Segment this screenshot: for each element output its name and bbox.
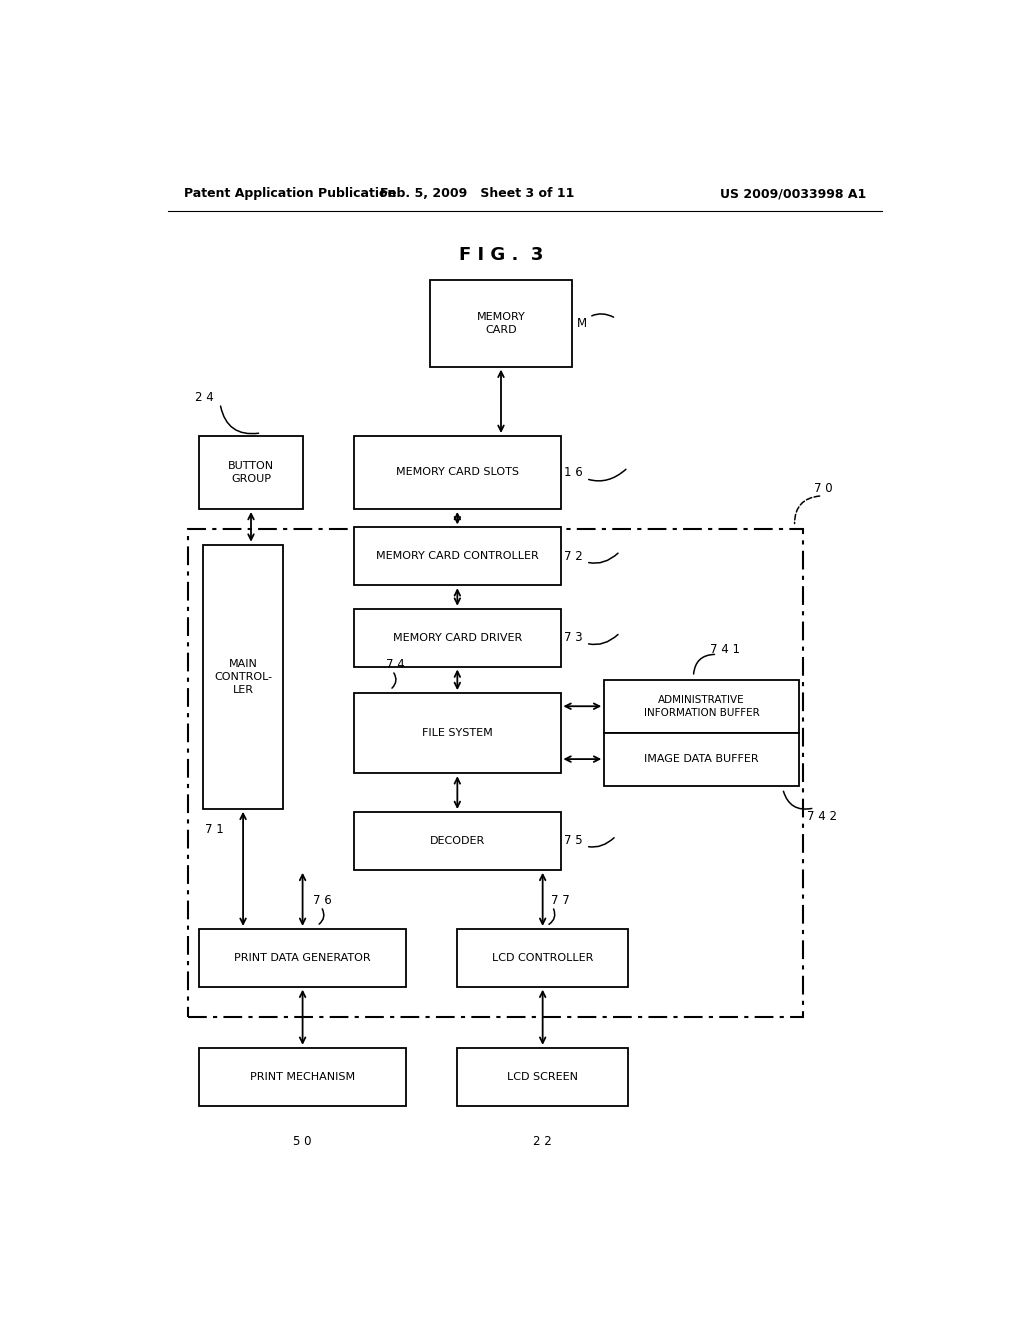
Text: 7 0: 7 0 xyxy=(814,482,834,495)
Text: 2 4: 2 4 xyxy=(196,391,214,404)
Text: ADMINISTRATIVE
INFORMATION BUFFER: ADMINISTRATIVE INFORMATION BUFFER xyxy=(643,694,759,718)
Bar xyxy=(200,929,406,987)
Text: MEMORY CARD CONTROLLER: MEMORY CARD CONTROLLER xyxy=(376,552,539,561)
Bar xyxy=(200,436,303,510)
Text: DECODER: DECODER xyxy=(430,836,485,846)
Text: BUTTON
GROUP: BUTTON GROUP xyxy=(228,461,274,484)
Text: 7 1: 7 1 xyxy=(205,822,223,836)
Text: LCD SCREEN: LCD SCREEN xyxy=(507,1072,579,1081)
Bar xyxy=(200,1048,406,1106)
Text: 7 4: 7 4 xyxy=(386,659,404,671)
Bar xyxy=(354,693,560,774)
Text: 1 6: 1 6 xyxy=(564,466,626,480)
Bar xyxy=(204,545,283,809)
Text: 7 4 2: 7 4 2 xyxy=(807,809,837,822)
Bar xyxy=(604,680,799,733)
Bar xyxy=(354,528,560,585)
Text: Feb. 5, 2009   Sheet 3 of 11: Feb. 5, 2009 Sheet 3 of 11 xyxy=(380,187,574,201)
Text: PRINT MECHANISM: PRINT MECHANISM xyxy=(250,1072,355,1081)
Text: FILE SYSTEM: FILE SYSTEM xyxy=(422,729,493,738)
Bar xyxy=(458,929,628,987)
Text: 7 7: 7 7 xyxy=(551,894,570,907)
Text: LCD CONTROLLER: LCD CONTROLLER xyxy=(492,953,593,962)
Text: 7 4 1: 7 4 1 xyxy=(711,643,740,656)
Text: 5 0: 5 0 xyxy=(293,1135,312,1148)
Text: 7 6: 7 6 xyxy=(313,894,332,907)
Bar xyxy=(354,812,560,870)
Bar xyxy=(354,609,560,667)
Text: MEMORY CARD SLOTS: MEMORY CARD SLOTS xyxy=(396,467,519,478)
Text: US 2009/0033998 A1: US 2009/0033998 A1 xyxy=(720,187,866,201)
Text: MAIN
CONTROL-
LER: MAIN CONTROL- LER xyxy=(214,659,272,694)
Text: M: M xyxy=(577,314,613,330)
Text: MEMORY
CARD: MEMORY CARD xyxy=(476,312,525,335)
Text: IMAGE DATA BUFFER: IMAGE DATA BUFFER xyxy=(644,754,759,764)
Text: PRINT DATA GENERATOR: PRINT DATA GENERATOR xyxy=(234,953,371,962)
Text: Patent Application Publication: Patent Application Publication xyxy=(183,187,396,201)
Bar xyxy=(458,1048,628,1106)
Bar xyxy=(354,436,560,510)
Text: 7 3: 7 3 xyxy=(564,631,618,644)
Bar xyxy=(187,529,803,1018)
Text: 7 5: 7 5 xyxy=(564,834,614,847)
Bar xyxy=(604,733,799,785)
Text: MEMORY CARD DRIVER: MEMORY CARD DRIVER xyxy=(393,632,522,643)
Text: 2 2: 2 2 xyxy=(534,1135,552,1148)
Text: F I G .  3: F I G . 3 xyxy=(459,246,543,264)
Text: 7 2: 7 2 xyxy=(564,550,618,564)
Bar xyxy=(430,280,572,367)
